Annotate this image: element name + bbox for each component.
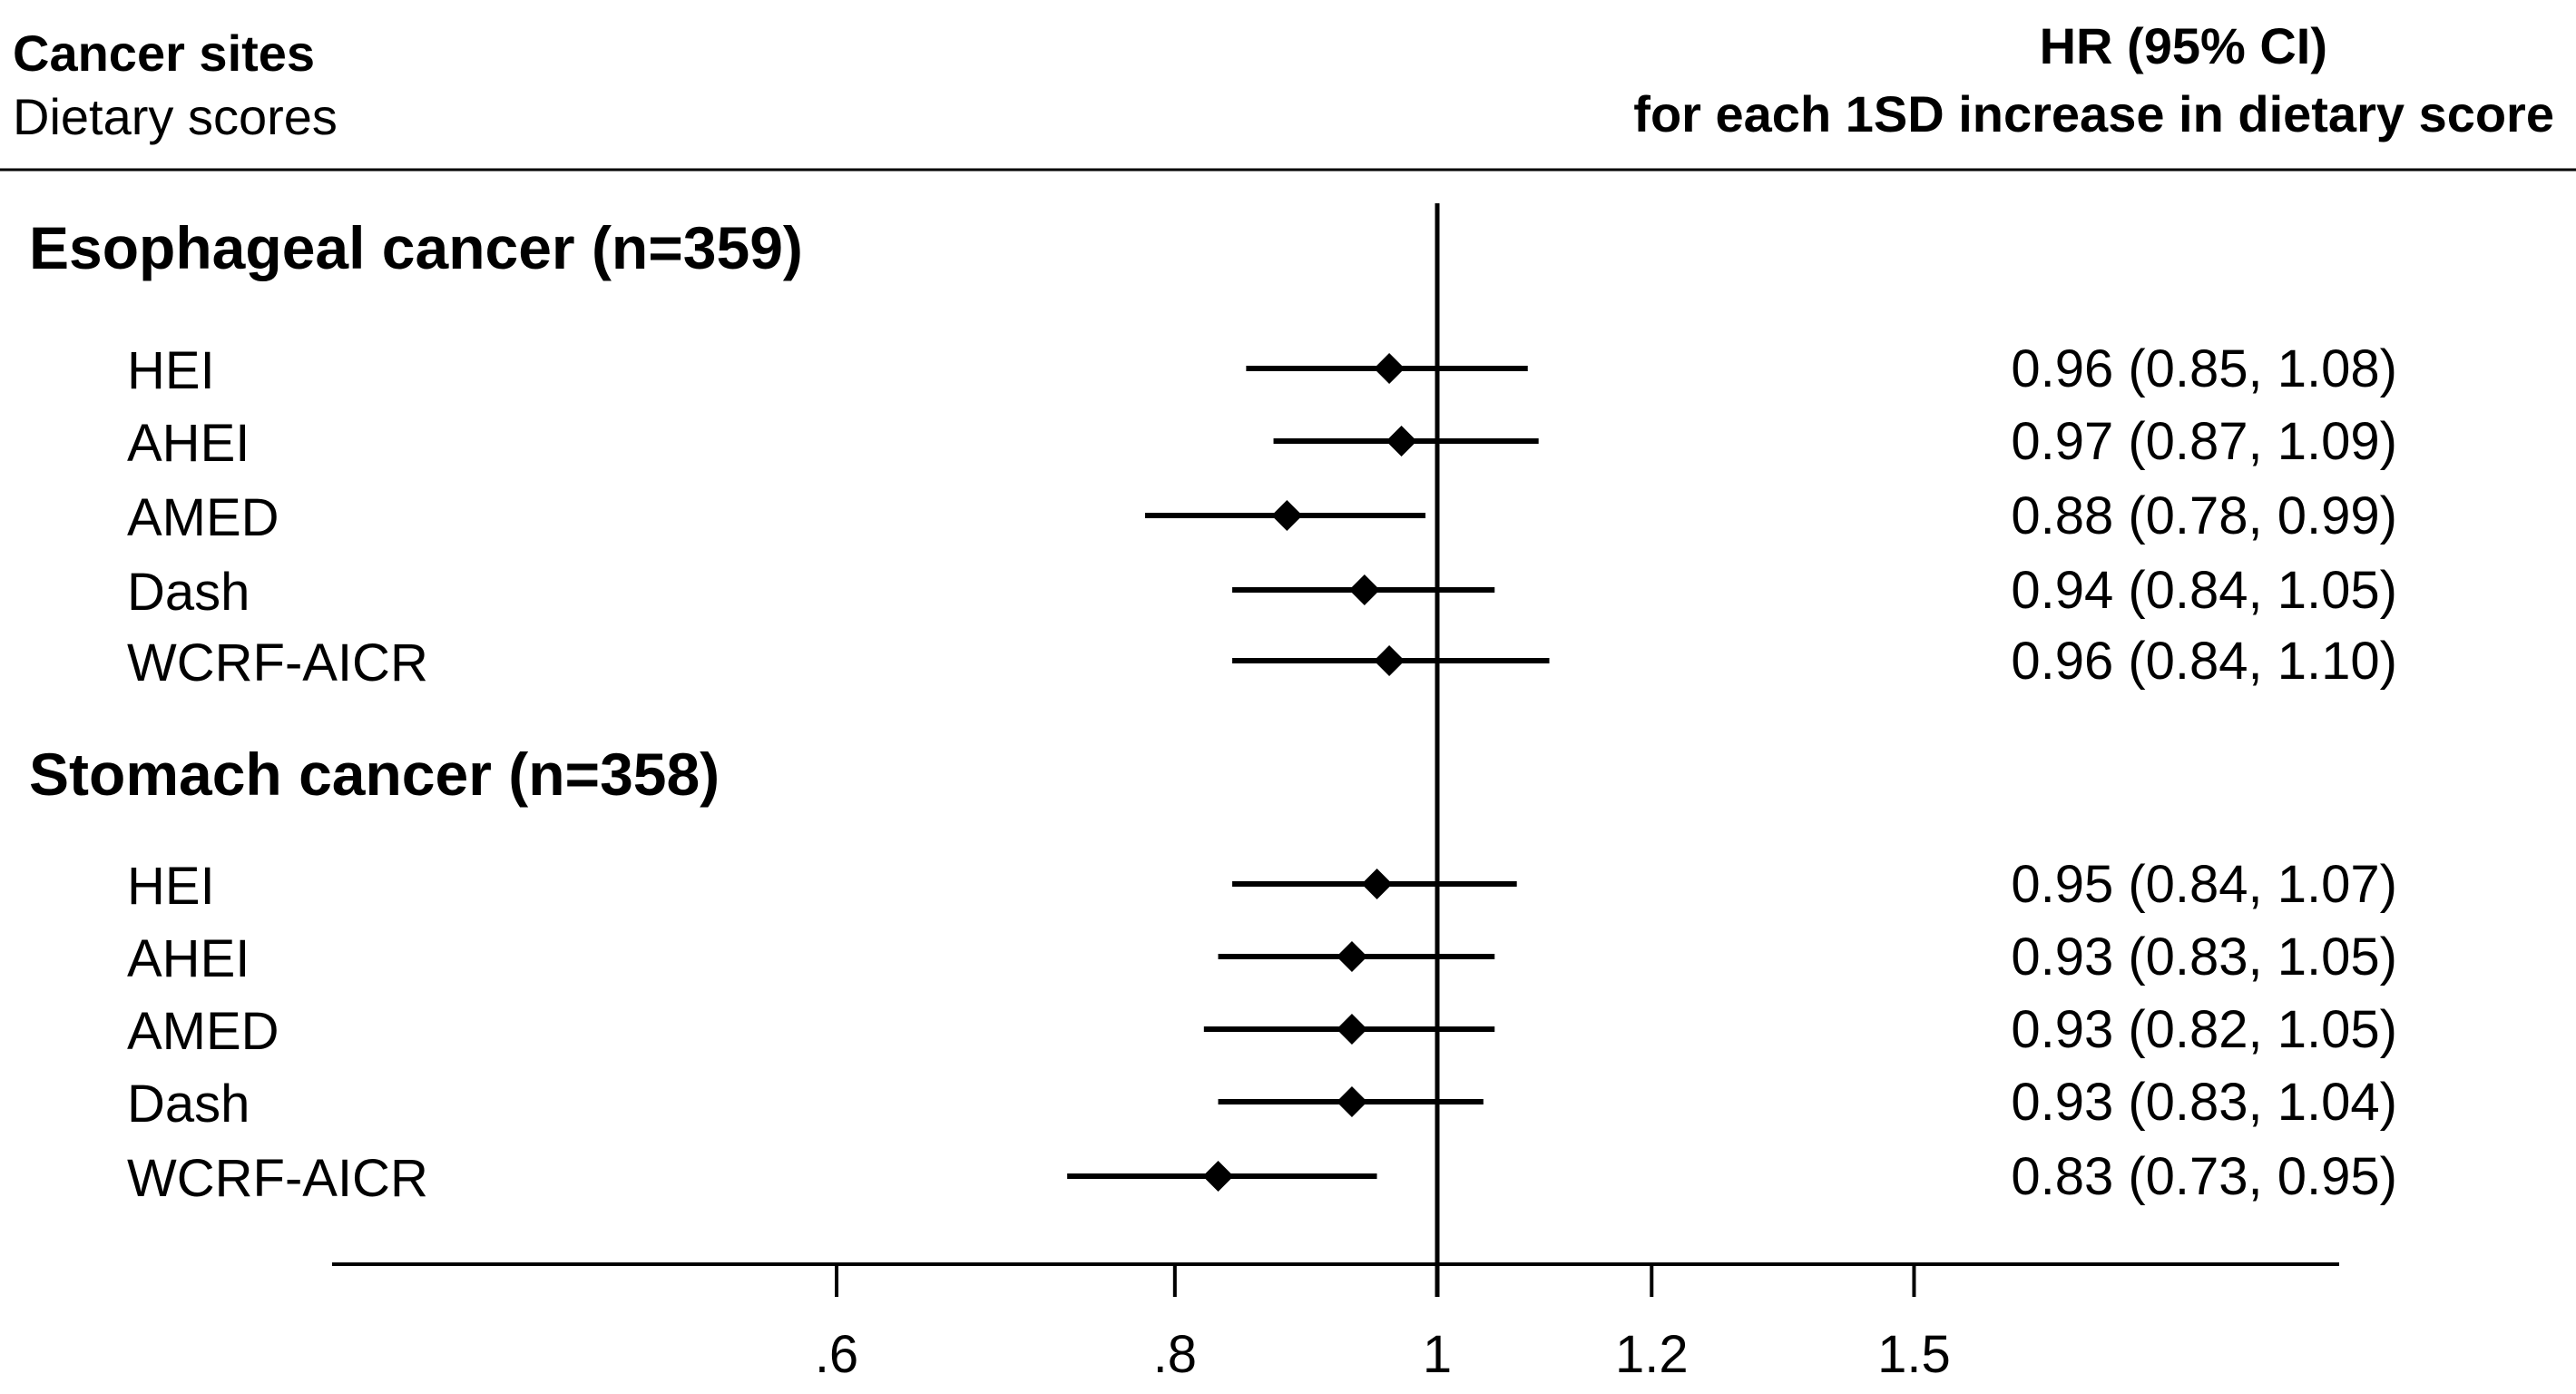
header-cancer-sites: Cancer sites (13, 25, 315, 82)
hr-ci-value: 0.95 (0.84, 1.07) (2011, 855, 2397, 914)
hr-point-diamond (1202, 1161, 1234, 1192)
x-tick-label: .8 (1153, 1325, 1197, 1384)
hr-point-diamond (1336, 1014, 1367, 1045)
row-label: AMED (127, 488, 279, 547)
hr-point-diamond (1374, 645, 1406, 676)
hr-ci-value: 0.83 (0.73, 0.95) (2011, 1147, 2397, 1206)
hr-point-diamond (1336, 1086, 1367, 1117)
x-tick-label: .6 (815, 1325, 858, 1384)
hr-point-diamond (1336, 941, 1367, 972)
hr-point-diamond (1348, 574, 1380, 605)
x-tick-label: 1 (1423, 1325, 1452, 1384)
row-label: WCRF-AICR (127, 1149, 428, 1208)
hr-ci-value: 0.93 (0.83, 1.05) (2011, 928, 2397, 987)
row-label: HEI (127, 857, 215, 916)
hr-point-diamond (1386, 426, 1417, 456)
plot-area: .6 .8 1 1.2 1.5 Esophageal cancer (n=359) HEI 0… (29, 203, 2397, 1384)
hr-point-diamond (1374, 353, 1406, 384)
hr-point-diamond (1361, 869, 1393, 899)
row-label: Dash (127, 563, 250, 622)
hr-point-diamond (1271, 500, 1303, 531)
x-tick-label: 1.2 (1615, 1325, 1689, 1384)
header-dietary-scores: Dietary scores (13, 88, 338, 145)
row-label: HEI (127, 341, 215, 400)
hr-ci-value: 0.88 (0.78, 0.99) (2011, 486, 2397, 545)
row-label: AHEI (127, 414, 250, 473)
header-hr-ci: HR (95% CI) (2040, 17, 2327, 74)
hr-ci-value: 0.93 (0.83, 1.04) (2011, 1073, 2397, 1132)
hr-ci-value: 0.96 (0.84, 1.10) (2011, 632, 2397, 691)
header-hr-description: for each 1SD increase in dietary score (1633, 85, 2554, 142)
row-label: Dash (127, 1075, 250, 1134)
group-title: Stomach cancer (n=358) (29, 741, 720, 808)
group-title: Esophageal cancer (n=359) (29, 214, 803, 281)
hr-ci-value: 0.93 (0.82, 1.05) (2011, 1000, 2397, 1059)
hr-ci-value: 0.97 (0.87, 1.09) (2011, 412, 2397, 471)
row-label: WCRF-AICR (127, 633, 428, 692)
hr-ci-value: 0.94 (0.84, 1.05) (2011, 561, 2397, 620)
row-label: AHEI (127, 929, 250, 988)
x-tick-label: 1.5 (1877, 1325, 1951, 1384)
row-label: AMED (127, 1002, 279, 1061)
hr-ci-value: 0.96 (0.85, 1.08) (2011, 339, 2397, 398)
